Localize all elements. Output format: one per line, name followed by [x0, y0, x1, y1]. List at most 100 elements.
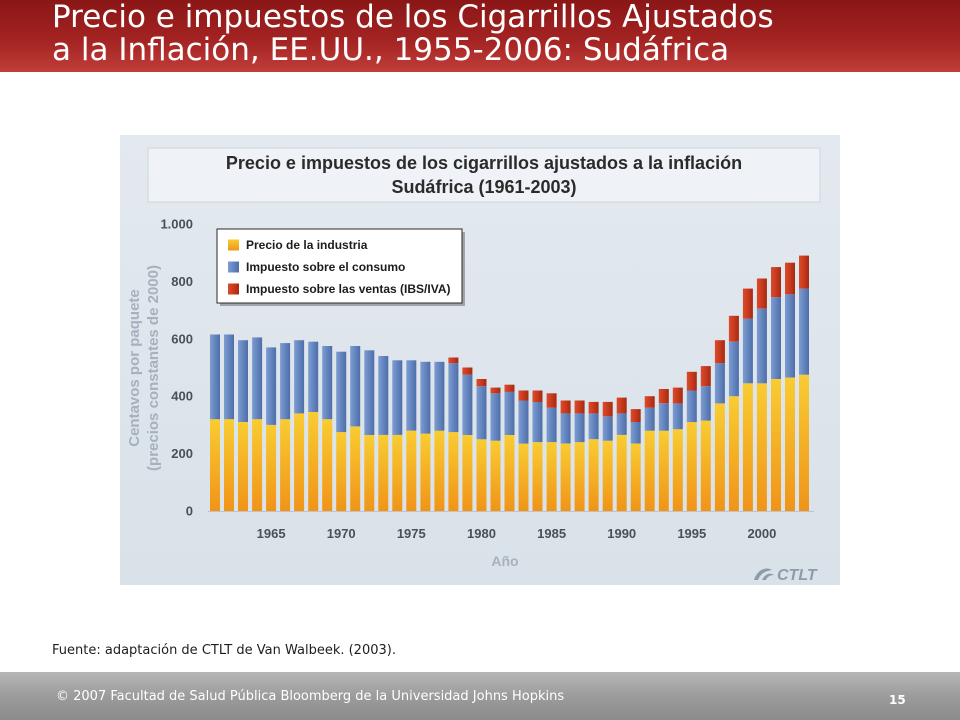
x-tick-label: 1975	[397, 526, 426, 541]
bar-1981-impuesto-ventas	[490, 387, 501, 394]
bar-1980-impuesto-consumo	[476, 386, 487, 440]
bar-1978-precio-industria	[448, 432, 459, 511]
stacked-bars	[210, 255, 809, 512]
bar-1992-impuesto-consumo	[644, 407, 655, 431]
bar-1980-impuesto-ventas	[476, 379, 487, 387]
bar-1983-impuesto-ventas	[518, 390, 529, 401]
legend-label: Impuesto sobre el consumo	[246, 260, 405, 274]
bar-1999-impuesto-ventas	[742, 288, 753, 319]
y-tick-label: 600	[171, 331, 193, 346]
bar-1996-impuesto-consumo	[700, 386, 711, 421]
bar-1988-precio-industria	[588, 439, 599, 512]
bar-2002-impuesto-consumo	[785, 294, 795, 378]
bar-1989-precio-industria	[602, 440, 613, 511]
bar-1963-precio-industria	[238, 422, 248, 511]
page-number: 15	[889, 693, 906, 707]
bar-1979-precio-industria	[462, 434, 473, 511]
bar-1982-impuesto-consumo	[504, 391, 515, 435]
bar-1999-impuesto-consumo	[742, 318, 753, 384]
bar-1968-precio-industria	[308, 412, 319, 511]
bar-1963-impuesto-consumo	[238, 340, 248, 422]
bar-1971-impuesto-consumo	[350, 346, 361, 427]
ctlt-logo-icon	[754, 568, 772, 580]
bar-1988-impuesto-ventas	[588, 401, 599, 414]
bar-1995-precio-industria	[686, 422, 697, 511]
y-tick-label: 800	[171, 274, 193, 289]
bar-1997-impuesto-consumo	[714, 363, 725, 404]
bar-2000-impuesto-consumo	[756, 308, 767, 384]
bar-2003-impuesto-ventas	[799, 255, 809, 289]
bar-1984-precio-industria	[532, 442, 543, 511]
bar-2002-precio-industria	[785, 377, 795, 511]
legend-swatch-red	[228, 283, 239, 295]
bar-1985-impuesto-ventas	[546, 393, 557, 408]
x-axis-title: Año	[491, 553, 518, 569]
bar-1980-precio-industria	[476, 439, 487, 512]
bar-1971-precio-industria	[350, 426, 361, 511]
bar-2000-precio-industria	[756, 383, 767, 511]
slide-header: Precio e impuestos de los Cigarrillos Aj…	[0, 0, 960, 72]
bar-1961-precio-industria	[210, 419, 220, 511]
bar-1990-impuesto-ventas	[616, 397, 627, 414]
bar-1962-impuesto-consumo	[224, 334, 234, 420]
x-tick-label: 1970	[327, 526, 356, 541]
bar-1975-precio-industria	[406, 430, 417, 511]
bar-1991-impuesto-consumo	[630, 422, 641, 444]
bar-2003-impuesto-consumo	[799, 288, 809, 375]
bar-1992-impuesto-ventas	[644, 396, 655, 408]
bar-1996-impuesto-ventas	[700, 366, 711, 387]
bar-1962-precio-industria	[224, 419, 234, 511]
bar-1994-impuesto-ventas	[672, 387, 683, 404]
bar-1993-precio-industria	[658, 430, 669, 511]
bar-1977-impuesto-consumo	[434, 361, 445, 431]
bar-1988-impuesto-consumo	[588, 413, 599, 440]
bar-1975-impuesto-consumo	[406, 360, 417, 431]
ctlt-logo-text: CTLT	[777, 567, 818, 584]
x-tick-label: 1990	[607, 526, 636, 541]
chart-title-box	[147, 147, 821, 203]
bar-1990-precio-industria	[616, 434, 627, 511]
bar-1998-precio-industria	[728, 396, 739, 511]
x-tick-label: 2000	[747, 526, 776, 541]
bar-1990-impuesto-consumo	[616, 413, 627, 435]
bar-1961-impuesto-consumo	[210, 334, 220, 420]
bar-1987-impuesto-consumo	[574, 413, 585, 443]
bar-1986-impuesto-ventas	[560, 400, 571, 414]
slide-footer: © 2007 Facultad de Salud Pública Bloombe…	[0, 672, 960, 720]
bar-1985-precio-industria	[546, 442, 557, 511]
legend-swatch-yellow	[228, 239, 239, 251]
bar-1996-precio-industria	[700, 420, 711, 511]
bar-1992-precio-industria	[644, 430, 655, 511]
bar-1981-impuesto-consumo	[490, 393, 501, 441]
y-tick-label: 1.000	[160, 217, 193, 232]
y-tick-label: 400	[171, 389, 193, 404]
bar-1997-impuesto-ventas	[714, 340, 725, 364]
bar-1965-impuesto-consumo	[266, 347, 277, 425]
bar-2003-precio-industria	[799, 374, 809, 511]
bar-1983-precio-industria	[518, 443, 529, 511]
bar-1973-precio-industria	[378, 434, 389, 511]
source-note: Fuente: adaptación de CTLT de Van Walbee…	[52, 643, 396, 658]
bar-1995-impuesto-consumo	[686, 390, 697, 423]
bar-1974-precio-industria	[392, 434, 403, 511]
bar-1967-precio-industria	[294, 413, 305, 511]
bar-1976-impuesto-consumo	[420, 361, 431, 434]
chart-svg: Precio e impuestos de los cigarrillos aj…	[120, 135, 840, 585]
bar-1991-impuesto-ventas	[630, 409, 641, 422]
bar-1964-impuesto-consumo	[252, 337, 263, 420]
bar-1966-precio-industria	[280, 419, 291, 511]
legend-label: Precio de la industria	[246, 238, 368, 252]
ctlt-logo: CTLT	[754, 567, 818, 584]
bar-1989-impuesto-ventas	[602, 401, 613, 417]
chart-figure: Precio e impuestos de los cigarrillos aj…	[120, 135, 840, 585]
bar-1991-precio-industria	[630, 443, 641, 511]
bar-1976-precio-industria	[420, 433, 431, 511]
bar-1979-impuesto-consumo	[462, 374, 473, 435]
bar-1994-impuesto-consumo	[672, 403, 683, 430]
x-tick-label: 1980	[467, 526, 496, 541]
bar-1973-impuesto-consumo	[378, 356, 389, 435]
y-axis-title-line-1: Centavos por paquete	[126, 289, 143, 447]
bar-1970-precio-industria	[336, 432, 347, 511]
bar-1983-impuesto-consumo	[518, 400, 529, 444]
chart-subtitle: Sudáfrica (1961-2003)	[391, 177, 576, 197]
